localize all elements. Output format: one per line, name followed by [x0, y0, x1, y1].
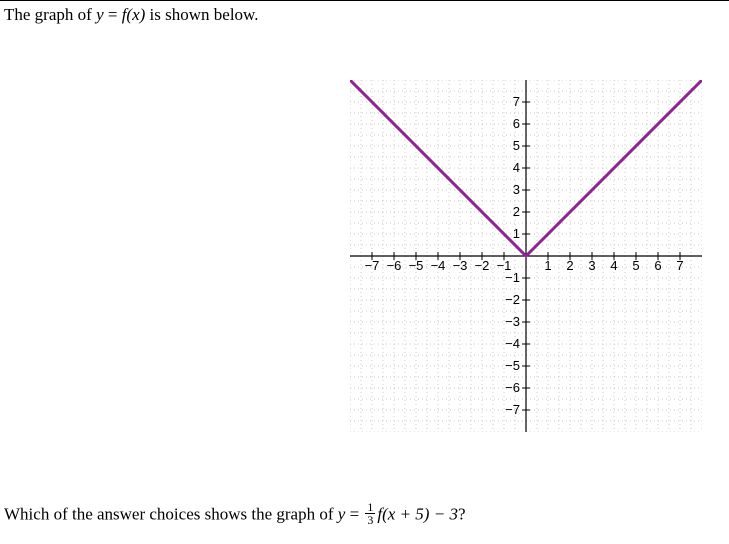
svg-text:−1: −1: [505, 270, 520, 285]
svg-text:7: 7: [676, 258, 683, 273]
prompt-eq-rhs: f(x): [122, 5, 146, 24]
svg-text:5: 5: [632, 258, 639, 273]
frac-den: 3: [365, 514, 375, 526]
graph-plot: −7−6−5−4−3−2−11234567−7−6−5−4−3−2−112345…: [350, 80, 702, 437]
prompt-text: The graph of y = f(x) is shown below.: [0, 1, 729, 25]
question-suffix: ?: [458, 504, 466, 523]
question-prefix: Which of the answer choices shows the gr…: [4, 504, 338, 523]
svg-text:−3: −3: [453, 258, 468, 273]
svg-text:6: 6: [654, 258, 661, 273]
chart-svg: −7−6−5−4−3−2−11234567−7−6−5−4−3−2−112345…: [350, 80, 702, 432]
svg-text:3: 3: [588, 258, 595, 273]
svg-text:−7: −7: [505, 402, 520, 417]
svg-text:1: 1: [513, 226, 520, 241]
svg-text:−4: −4: [505, 336, 520, 351]
svg-text:4: 4: [513, 160, 520, 175]
svg-text:−7: −7: [365, 258, 380, 273]
svg-text:−5: −5: [409, 258, 424, 273]
question-text: Which of the answer choices shows the gr…: [4, 503, 466, 528]
prompt-eq-eq: =: [104, 5, 122, 24]
svg-text:−6: −6: [387, 258, 402, 273]
prompt-suffix: is shown below.: [145, 5, 258, 24]
svg-text:2: 2: [566, 258, 573, 273]
svg-text:−6: −6: [505, 380, 520, 395]
svg-text:−3: −3: [505, 314, 520, 329]
svg-text:−2: −2: [475, 258, 490, 273]
question-eq-f: f(x + 5) − 3: [377, 504, 458, 523]
prompt-eq-lhs: y: [96, 5, 104, 24]
svg-text:−5: −5: [505, 358, 520, 373]
svg-text:4: 4: [610, 258, 617, 273]
svg-text:5: 5: [513, 138, 520, 153]
svg-text:−4: −4: [431, 258, 446, 273]
question-fraction: 13: [365, 501, 375, 526]
prompt-prefix: The graph of: [4, 5, 96, 24]
svg-text:3: 3: [513, 182, 520, 197]
svg-text:−2: −2: [505, 292, 520, 307]
svg-text:2: 2: [513, 204, 520, 219]
svg-text:6: 6: [513, 116, 520, 131]
svg-text:1: 1: [544, 258, 551, 273]
svg-text:7: 7: [513, 94, 520, 109]
question-eq-eq: =: [345, 504, 363, 523]
